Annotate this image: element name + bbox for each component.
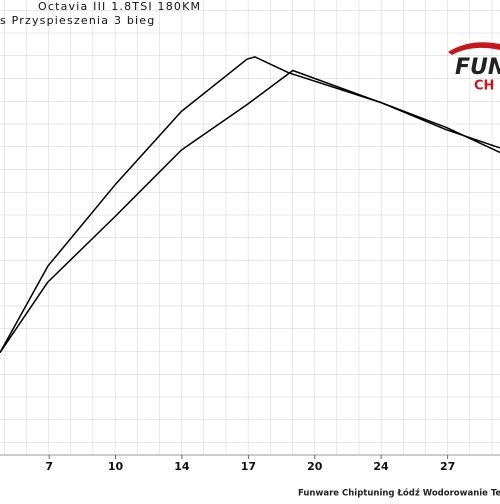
line-series [0, 56, 500, 353]
x-tick-label: 17 [241, 460, 256, 473]
x-tick-label: 27 [440, 460, 455, 473]
chart-subtitle: s Przyspieszenia 3 bieg [0, 14, 155, 27]
logo-swoosh [448, 42, 500, 55]
x-tick-label: 14 [174, 460, 190, 473]
chart-title: Octavia III 1.8TSI 180KM [38, 0, 201, 13]
x-tick-label: 20 [307, 460, 323, 473]
logo: FUN CH [448, 42, 500, 94]
logo-top: FUN [455, 55, 500, 80]
x-tick-label: 7 [45, 460, 53, 473]
x-tick-label: 24 [373, 460, 389, 473]
line-series [0, 69, 500, 354]
x-tick-label: 10 [108, 460, 124, 473]
grid [0, 0, 500, 455]
logo-bottom: CH [474, 79, 494, 94]
footer: Funware Chiptuning Łódź Wodorowanie Tel. [298, 488, 500, 499]
